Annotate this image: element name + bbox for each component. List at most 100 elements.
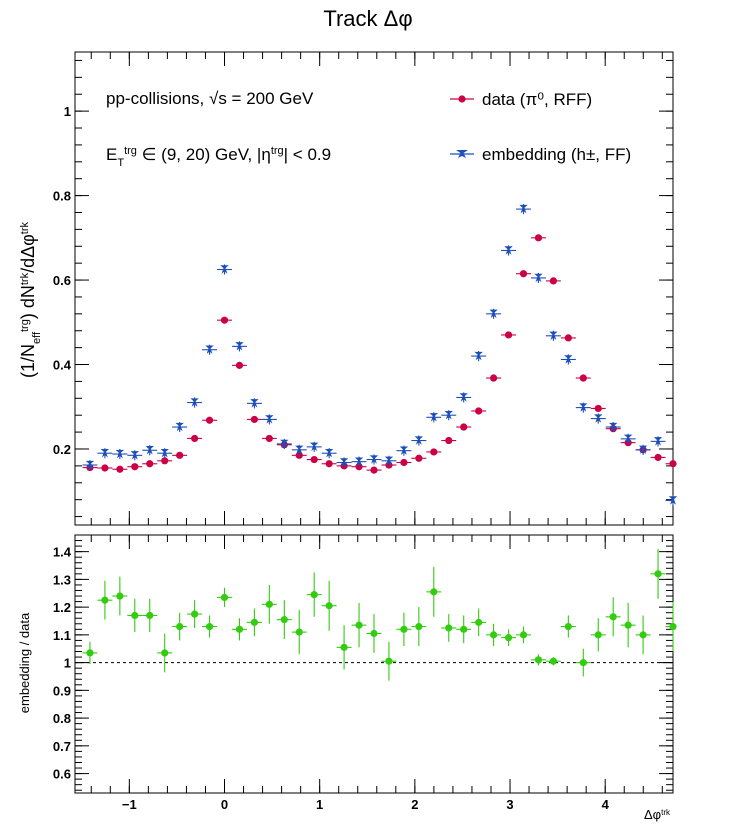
data-point xyxy=(220,316,229,324)
data-point xyxy=(639,631,647,639)
data-point xyxy=(325,460,333,468)
data-point xyxy=(235,361,244,369)
data-point xyxy=(340,643,348,651)
data-point xyxy=(146,611,154,620)
top-y-tick-label: 0.2 xyxy=(53,442,71,457)
data-point xyxy=(444,410,453,420)
data-point xyxy=(85,460,95,470)
data-point xyxy=(549,331,558,340)
data-point xyxy=(235,625,244,633)
top-y-tick-label: 1 xyxy=(64,104,71,119)
data-point xyxy=(459,393,468,402)
data-point xyxy=(669,460,677,468)
top-y-axis-label: (1/Nefftrg) dNtrk/dΔφtrk xyxy=(18,221,43,378)
top-panel-frame xyxy=(74,51,674,526)
data-point xyxy=(190,610,199,618)
x-axis-label: Δφtrk xyxy=(644,807,671,822)
data-point xyxy=(654,570,662,578)
x-tick-label: 3 xyxy=(506,797,513,812)
data-point xyxy=(445,436,453,445)
data-point xyxy=(115,449,125,459)
data-point xyxy=(205,416,214,424)
data-point xyxy=(160,449,169,458)
bottom-panel-frame xyxy=(74,534,674,794)
x-tick-label: 1 xyxy=(316,797,323,812)
bottom-y-tick-label: 0.8 xyxy=(53,711,71,726)
bottom-y-axis-label: embedding / data xyxy=(17,612,32,713)
data-point xyxy=(475,407,483,415)
data-point xyxy=(564,355,573,364)
data-point xyxy=(116,465,124,473)
annotation-collisions: pp-collisions, √s = 200 GeV xyxy=(106,89,314,108)
data-point xyxy=(609,422,618,432)
x-tick-label: 0 xyxy=(221,797,228,812)
data-point xyxy=(460,423,468,431)
x-tick-label: 4 xyxy=(602,797,610,812)
data-point xyxy=(534,656,543,664)
data-point xyxy=(190,434,199,443)
data-point xyxy=(130,451,139,460)
data-point xyxy=(339,458,349,467)
data-point xyxy=(86,649,94,657)
data-point xyxy=(624,621,632,629)
bottom-y-tick-label: 1 xyxy=(64,656,71,671)
data-point xyxy=(623,434,633,444)
data-point xyxy=(190,398,199,407)
data-point xyxy=(220,593,229,602)
data-point xyxy=(504,634,513,642)
x-tick-label: −1 xyxy=(122,797,137,812)
data-point xyxy=(324,449,334,458)
series-embedding-star xyxy=(82,204,678,506)
data-point xyxy=(430,448,438,456)
data-point xyxy=(669,622,677,631)
data-point xyxy=(594,631,602,639)
data-point xyxy=(101,464,109,472)
legend-embedding-label: embedding (h±, FF) xyxy=(482,145,631,164)
data-point xyxy=(280,616,288,624)
data-point xyxy=(519,204,528,214)
data-point xyxy=(265,434,273,443)
data-point xyxy=(310,591,318,599)
data-point xyxy=(429,413,438,422)
legend: data (π⁰, RFF) embedding (h±, FF) xyxy=(450,90,631,164)
data-point xyxy=(489,309,498,319)
series-ratio-circle xyxy=(82,548,677,681)
bottom-y-tick-label: 0.7 xyxy=(53,739,71,754)
data-point xyxy=(579,374,587,382)
data-point xyxy=(355,621,363,629)
data-point xyxy=(654,453,662,462)
legend-embedding-marker xyxy=(456,150,468,158)
legend-data-label: data (π⁰, RFF) xyxy=(482,90,592,109)
top-panel-ticks: 0.2 0.4 0.6 0.8 1 xyxy=(53,52,673,525)
data-point xyxy=(460,625,468,633)
data-point xyxy=(175,422,184,432)
data-point xyxy=(668,496,678,505)
data-point xyxy=(369,455,379,464)
data-point xyxy=(489,374,498,382)
data-point xyxy=(399,446,409,455)
data-point xyxy=(176,622,184,631)
data-point xyxy=(430,588,438,596)
data-point xyxy=(638,445,648,455)
x-tick-label: 2 xyxy=(411,797,418,812)
data-point xyxy=(504,246,513,255)
data-point xyxy=(415,454,423,462)
data-point xyxy=(145,446,154,455)
data-point xyxy=(116,592,124,600)
bottom-y-tick-label: 0.6 xyxy=(53,767,71,782)
data-point xyxy=(504,331,513,339)
legend-data-marker xyxy=(458,95,466,103)
data-point xyxy=(594,414,603,423)
data-point xyxy=(280,439,289,449)
data-point xyxy=(250,399,259,408)
data-point xyxy=(146,460,154,468)
top-panel-series xyxy=(82,204,678,506)
legend-entry-data: data (π⁰, RFF) xyxy=(450,90,592,109)
top-y-tick-label: 0.6 xyxy=(53,273,71,288)
data-point xyxy=(235,342,244,351)
bottom-y-tick-label: 0.9 xyxy=(53,683,71,698)
data-point xyxy=(579,403,588,412)
data-point xyxy=(534,234,543,242)
data-point xyxy=(310,442,319,452)
